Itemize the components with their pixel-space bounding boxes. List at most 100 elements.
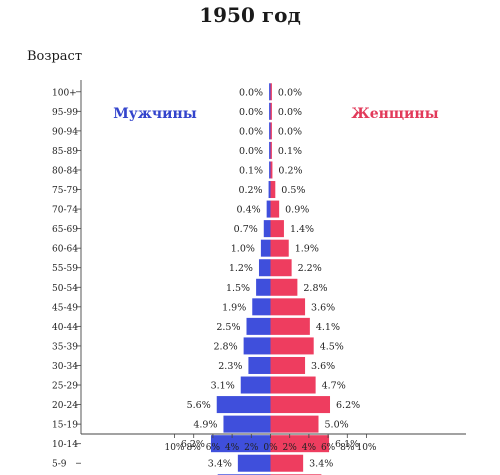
age-group-label: 30-34 — [52, 362, 78, 372]
x-tick-label: 10% — [356, 443, 376, 453]
male-value-label: 5.6% — [187, 400, 211, 411]
male-bar — [252, 298, 271, 316]
male-bar — [269, 161, 271, 179]
male-bar — [240, 376, 271, 394]
x-tick-label: 8% — [187, 443, 202, 453]
male-value-label: 2.5% — [216, 322, 240, 333]
x-tick-label: 10% — [164, 443, 184, 453]
age-group-label: 65-69 — [52, 225, 78, 235]
female-value-label: 0.0% — [278, 107, 302, 118]
female-value-label: 0.0% — [278, 87, 302, 98]
male-value-label: 1.0% — [231, 244, 255, 255]
male-value-label: 4.9% — [193, 420, 217, 431]
female-bar — [270, 122, 272, 140]
male-bar — [269, 122, 271, 140]
age-group-label: 85-89 — [52, 147, 78, 157]
male-bar — [223, 415, 271, 433]
male-value-label: 0.0% — [239, 87, 263, 98]
male-bar — [237, 454, 271, 472]
age-group-label: 60-64 — [52, 245, 78, 255]
chart-title: 1950 год — [199, 3, 301, 27]
female-value-label: 4.7% — [322, 381, 346, 392]
male-bar — [243, 337, 271, 355]
female-bar — [270, 337, 314, 355]
female-bar — [270, 356, 306, 374]
female-value-label: 6.2% — [336, 400, 360, 411]
age-group-label: 10-14 — [52, 440, 78, 450]
male-bar — [248, 356, 271, 374]
male-bar — [260, 239, 271, 257]
age-group-label: 25-29 — [52, 382, 78, 392]
female-bar — [270, 181, 276, 199]
male-value-label: 1.5% — [226, 283, 250, 294]
male-value-label: 0.1% — [239, 165, 263, 176]
age-group-label: 95-99 — [52, 108, 78, 118]
age-group-label: 75-79 — [52, 186, 78, 196]
male-bar — [216, 396, 271, 414]
female-value-label: 3.6% — [311, 361, 335, 372]
female-bar — [270, 161, 273, 179]
female-bar — [270, 141, 272, 159]
female-value-label: 2.8% — [303, 283, 327, 294]
male-value-label: 3.1% — [211, 381, 235, 392]
age-group-label: 5-9 — [52, 460, 67, 470]
female-bar — [270, 376, 316, 394]
age-group-label: 35-39 — [52, 342, 78, 352]
female-bar — [270, 278, 298, 296]
female-value-label: 5.0% — [325, 420, 349, 431]
age-group-label: 55-59 — [52, 264, 78, 274]
female-bar — [270, 83, 272, 101]
male-value-label: 0.0% — [239, 107, 263, 118]
female-value-label: 1.4% — [290, 224, 314, 235]
male-bar — [256, 278, 271, 296]
female-bar — [270, 298, 306, 316]
x-tick-label: 4% — [225, 443, 240, 453]
male-value-label: 2.3% — [218, 361, 242, 372]
female-bar — [270, 200, 280, 218]
female-bar — [270, 415, 319, 433]
male-value-label: 0.0% — [239, 126, 263, 137]
male-value-label: 1.9% — [222, 302, 246, 313]
female-value-label: 3.6% — [311, 302, 335, 313]
male-bar — [269, 83, 271, 101]
female-value-label: 2.2% — [298, 263, 322, 274]
female-value-label: 3.4% — [309, 459, 333, 470]
male-bar — [266, 200, 271, 218]
female-value-label: 1.9% — [295, 244, 319, 255]
male-bar — [268, 181, 271, 199]
x-tick-label: 2% — [283, 443, 298, 453]
female-bar — [270, 259, 292, 277]
female-bar — [270, 396, 331, 414]
male-value-label: 0.4% — [237, 205, 261, 216]
female-bar — [270, 317, 310, 335]
male-bar — [258, 259, 271, 277]
age-group-label: 100+ — [52, 88, 77, 98]
female-bar — [270, 220, 284, 238]
male-bar — [210, 435, 271, 453]
age-axis-label: Возраст — [27, 49, 82, 64]
x-tick-label: 2% — [244, 443, 259, 453]
female-bar — [270, 239, 289, 257]
female-value-label: 0.2% — [278, 165, 302, 176]
x-tick-label: 8% — [340, 443, 355, 453]
male-value-label: 2.8% — [213, 341, 237, 352]
x-tick-label: 6% — [206, 443, 221, 453]
male-value-label: 1.2% — [229, 263, 253, 274]
x-tick-label: 4% — [302, 443, 317, 453]
age-group-label: 20-24 — [52, 401, 78, 411]
female-value-label: 4.5% — [320, 341, 344, 352]
female-value-label: 6.1% — [335, 439, 359, 450]
age-group-label: 70-74 — [52, 206, 78, 216]
age-group-label: 80-84 — [52, 166, 78, 176]
age-group-label: 40-44 — [52, 323, 78, 333]
age-group-label: 50-54 — [52, 284, 78, 294]
legend-female: Женщины — [351, 106, 438, 122]
x-tick-label: 6% — [321, 443, 336, 453]
female-bar — [270, 454, 304, 472]
male-value-label: 0.0% — [239, 146, 263, 157]
male-bar — [246, 317, 271, 335]
age-group-label: 45-49 — [52, 303, 78, 313]
male-value-label: 0.2% — [238, 185, 262, 196]
male-value-label: 3.4% — [208, 459, 232, 470]
